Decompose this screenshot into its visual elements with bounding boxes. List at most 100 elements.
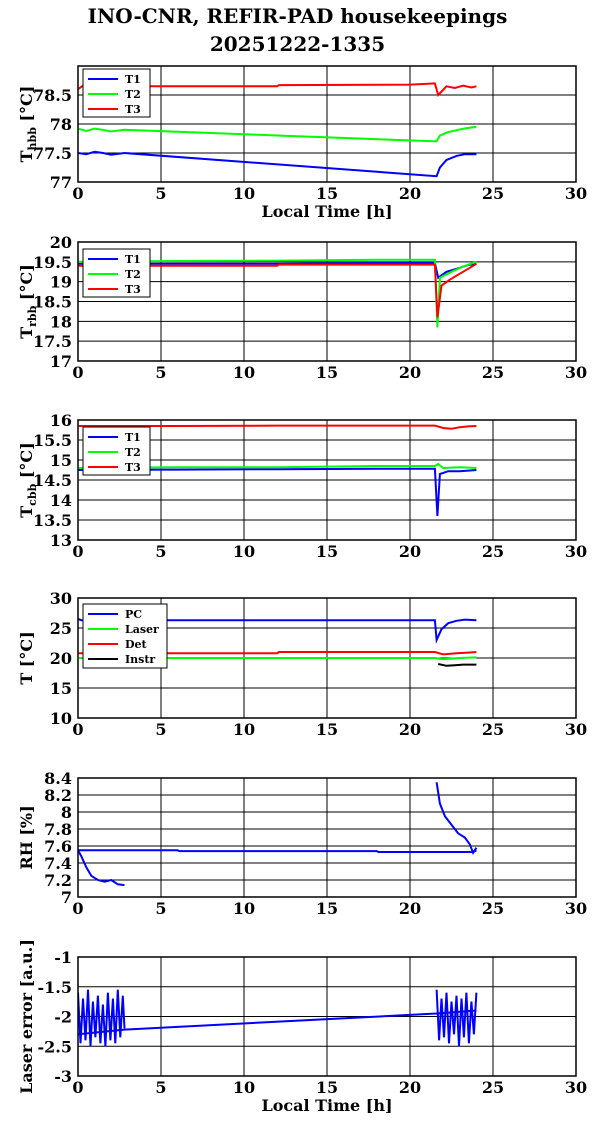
- chart-subtitle: 20251222-1335: [209, 32, 386, 56]
- y-axis-label: Thbb [°C]: [17, 86, 39, 163]
- plot-frame: [77, 956, 577, 1077]
- y-tick-label: 77: [50, 173, 72, 192]
- y-tick-label: 15: [50, 679, 72, 698]
- x-tick-label: 10: [233, 899, 255, 918]
- legend-label: T3: [125, 461, 141, 474]
- x-tick-label: 10: [233, 184, 255, 203]
- legend-label: T2: [125, 446, 141, 459]
- y-tick-label: 20: [50, 233, 72, 252]
- chart-title: INO-CNR, REFIR-PAD housekeepings: [87, 4, 508, 28]
- y-axis-label: T [°C]: [17, 631, 36, 684]
- x-tick-label: 20: [399, 363, 421, 382]
- x-tick-label: 25: [482, 899, 504, 918]
- x-tick-label: 25: [482, 184, 504, 203]
- legend-label: Laser: [125, 623, 159, 636]
- y-tick-label: 8.2: [44, 786, 72, 805]
- y-tick-label: 18.5: [33, 293, 72, 312]
- y-tick-label: 13.5: [33, 511, 72, 530]
- y-tick-label: 19.5: [33, 253, 72, 272]
- x-tick-label: 15: [316, 899, 338, 918]
- y-tick-label: 18: [50, 312, 72, 331]
- x-tick-label: 25: [482, 363, 504, 382]
- y-tick-label: 7.4: [44, 854, 72, 873]
- x-tick-label: 0: [72, 899, 83, 918]
- series-line-2: [78, 462, 477, 470]
- y-tick-label: 30: [50, 589, 72, 608]
- x-tick-label: 0: [72, 1078, 83, 1097]
- series-line-1: [78, 989, 126, 1047]
- x-tick-label: 15: [316, 720, 338, 739]
- legend-label: Det: [125, 638, 148, 651]
- series-line-3: [435, 989, 478, 1047]
- series-line-3: [78, 651, 477, 656]
- x-axis-label: Local Time [h]: [261, 1096, 392, 1115]
- y-tick-label: 15.5: [33, 431, 72, 450]
- y-axis-label: Trbb [°C]: [17, 264, 39, 339]
- y-tick-label: 78: [50, 115, 72, 134]
- x-tick-label: 30: [565, 542, 587, 561]
- y-tick-label: 20: [50, 649, 72, 668]
- y-tick-label: 77.5: [33, 144, 72, 163]
- y-axis-label: Laser error [a.u.]: [17, 939, 36, 1094]
- x-tick-label: 20: [399, 184, 421, 203]
- legend-label: T1: [125, 431, 141, 444]
- y-tick-label: 19: [50, 273, 72, 292]
- x-tick-label: 20: [399, 899, 421, 918]
- y-tick-label: 14.5: [33, 471, 72, 490]
- y-tick-label: 16: [50, 411, 72, 430]
- x-tick-label: 5: [155, 184, 166, 203]
- y-tick-label: -2.5: [38, 1037, 72, 1056]
- series-line-2: [78, 849, 477, 853]
- x-tick-label: 15: [316, 1078, 338, 1097]
- x-tick-label: 25: [482, 542, 504, 561]
- legend-label: T3: [125, 103, 141, 116]
- series-line-3: [435, 782, 478, 855]
- x-tick-label: 25: [482, 720, 504, 739]
- x-tick-label: 30: [565, 363, 587, 382]
- y-tick-label: 8: [61, 803, 72, 822]
- legend-label: T3: [125, 283, 141, 296]
- series-line-3: [78, 424, 477, 430]
- chart-panel-5: 0 5 10 15 20 25 30 77.27.47.67.888.28.4 RH [%]: [17, 769, 587, 918]
- x-tick-label: 5: [155, 899, 166, 918]
- y-tick-label: -1: [54, 948, 72, 967]
- series-line-2: [78, 125, 477, 143]
- x-tick-label: 5: [155, 542, 166, 561]
- x-tick-label: 30: [565, 1078, 587, 1097]
- plot-frame: [77, 777, 577, 898]
- x-tick-label: 5: [155, 1078, 166, 1097]
- series-line-3: [78, 262, 477, 318]
- y-tick-label: 17: [50, 352, 72, 371]
- plot-frame: [77, 597, 577, 719]
- y-axis-label: Tcbb [°C]: [17, 442, 39, 517]
- y-tick-label: 13: [50, 531, 72, 550]
- y-axis-label: RH [%]: [17, 805, 36, 869]
- y-tick-label: -1.5: [38, 978, 72, 997]
- y-tick-label: 15: [50, 451, 72, 470]
- x-tick-label: 0: [72, 363, 83, 382]
- x-tick-label: 5: [155, 363, 166, 382]
- x-tick-label: 5: [155, 720, 166, 739]
- x-tick-label: 10: [233, 363, 255, 382]
- y-tick-label: 78.5: [33, 86, 72, 105]
- y-tick-label: 7.8: [44, 820, 72, 839]
- series-line-2: [78, 656, 477, 661]
- series-line-1: [78, 150, 477, 178]
- x-tick-label: 15: [316, 542, 338, 561]
- legend-label: T2: [125, 88, 141, 101]
- x-tick-label: 20: [399, 720, 421, 739]
- chart-panel-6: 0 5 10 15 20 25 30 -3 -2.5 -2 -1.5 -1 Local Time [h]…: [17, 939, 587, 1115]
- x-tick-label: 10: [233, 542, 255, 561]
- legend-label: PC: [125, 608, 142, 621]
- y-tick-label: 7.6: [44, 837, 72, 856]
- y-tick-label: -2: [54, 1008, 72, 1027]
- y-tick-label: 10: [50, 709, 72, 728]
- series-line-2: [78, 1009, 477, 1036]
- series-line-4: [437, 663, 477, 667]
- x-tick-label: 30: [565, 899, 587, 918]
- x-tick-label: 0: [72, 542, 83, 561]
- x-tick-label: 10: [233, 720, 255, 739]
- y-tick-label: 7: [61, 888, 72, 907]
